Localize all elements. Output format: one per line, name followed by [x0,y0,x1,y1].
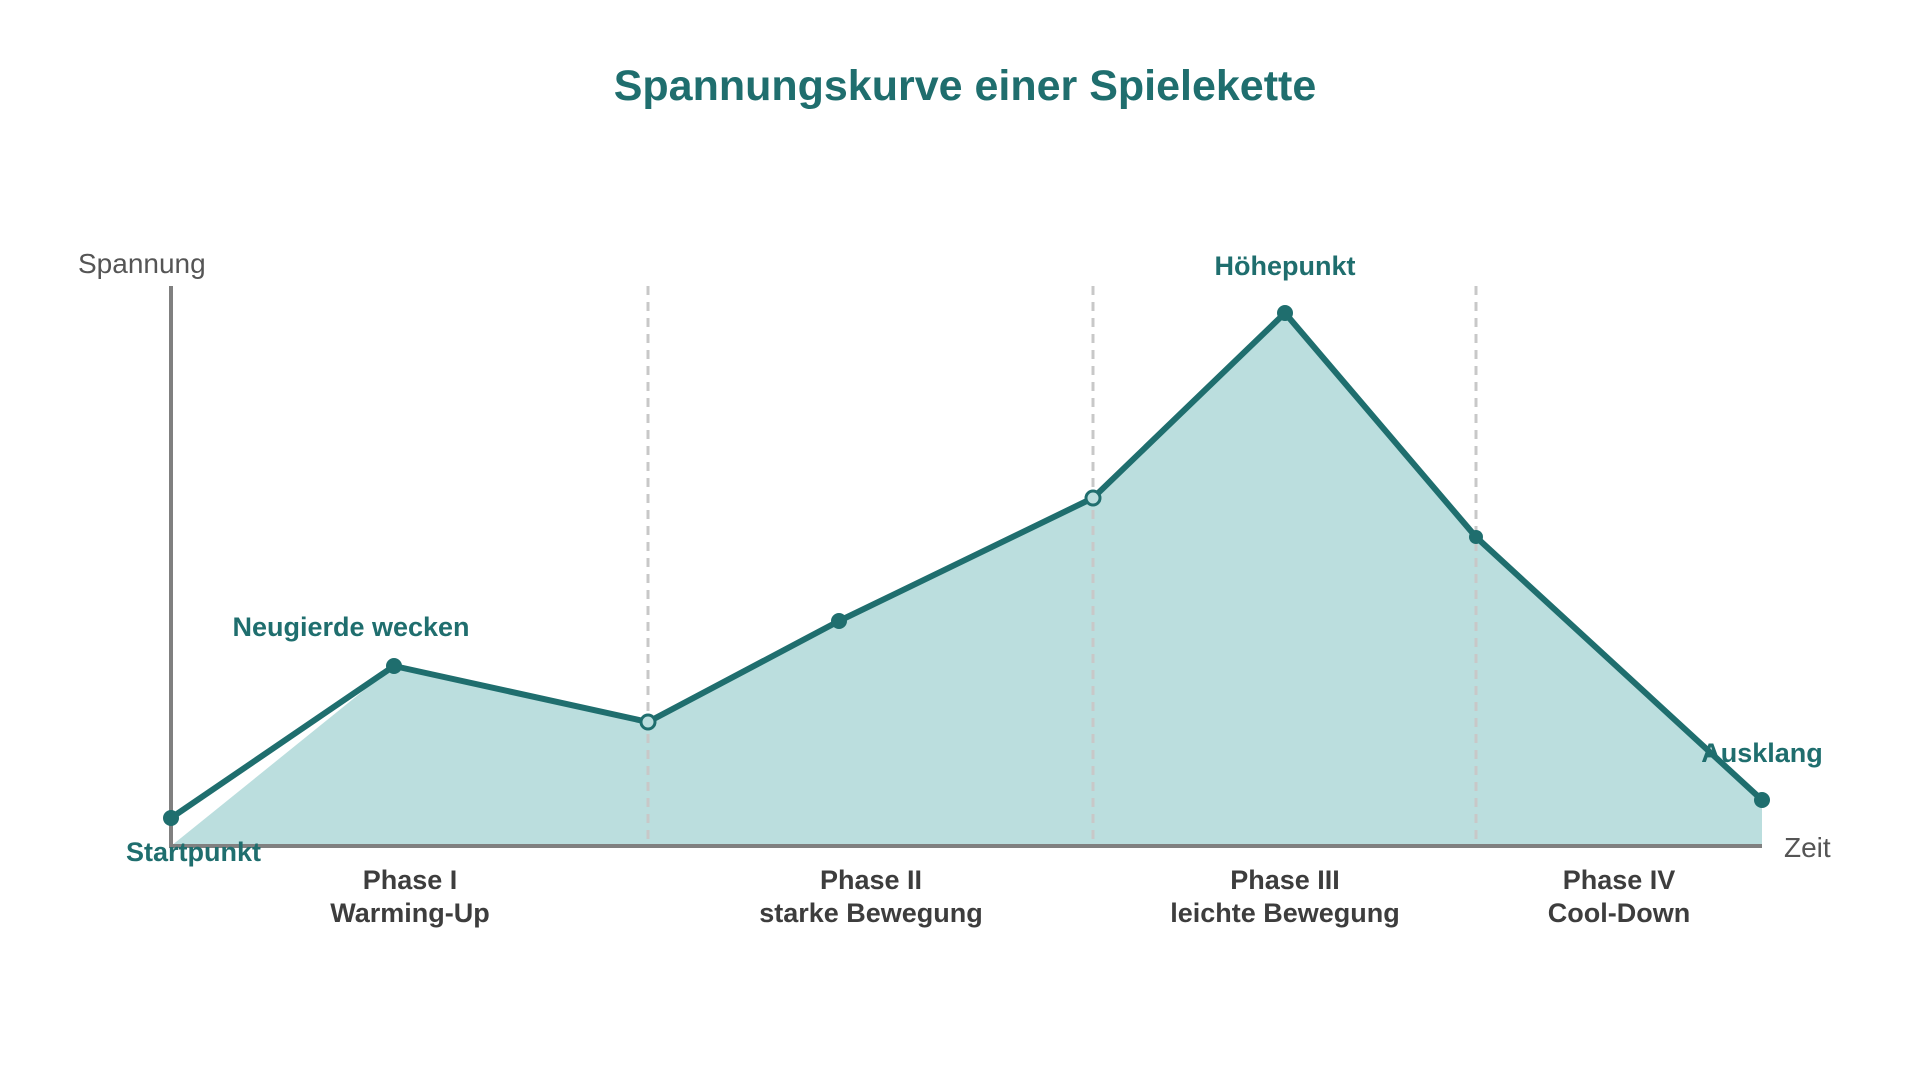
diagram-title: Spannungskurve einer Spielekette [614,62,1317,110]
phase-name: Phase IV [1563,865,1676,895]
annotation-curiosity: Neugierde wecken [232,612,469,642]
y-axis-label: Spannung [78,248,206,279]
point-rise [831,613,847,629]
phase-label-3: Phase III leichte Bewegung [1170,865,1400,928]
tension-area [171,313,1762,846]
point-phase-boundary-3 [1469,530,1483,544]
point-finale [1754,792,1770,808]
phase-name: Phase II [820,865,922,895]
point-peak [1277,305,1293,321]
phase-subtitle: leichte Bewegung [1170,898,1400,928]
phase-subtitle: Cool-Down [1548,898,1690,928]
x-axis-label: Zeit [1784,832,1831,863]
point-phase-boundary-1 [639,713,657,731]
phase-label-2: Phase II starke Bewegung [759,865,983,928]
annotation-start: Startpunkt [126,837,261,867]
point-phase-boundary-2 [1084,489,1102,507]
annotation-peak: Höhepunkt [1215,251,1356,281]
tension-curve-line [168,310,1765,821]
phase-subtitle: Warming-Up [330,898,489,928]
point-start [163,810,179,826]
phase-label-4: Phase IV Cool-Down [1548,865,1690,928]
phase-label-1: Phase I Warming-Up [330,865,489,928]
annotation-finale: Ausklang [1701,738,1823,768]
point-curiosity [386,658,402,674]
phase-subtitle: starke Bewegung [759,898,983,928]
phase-name: Phase I [363,865,458,895]
phase-name: Phase III [1230,865,1340,895]
